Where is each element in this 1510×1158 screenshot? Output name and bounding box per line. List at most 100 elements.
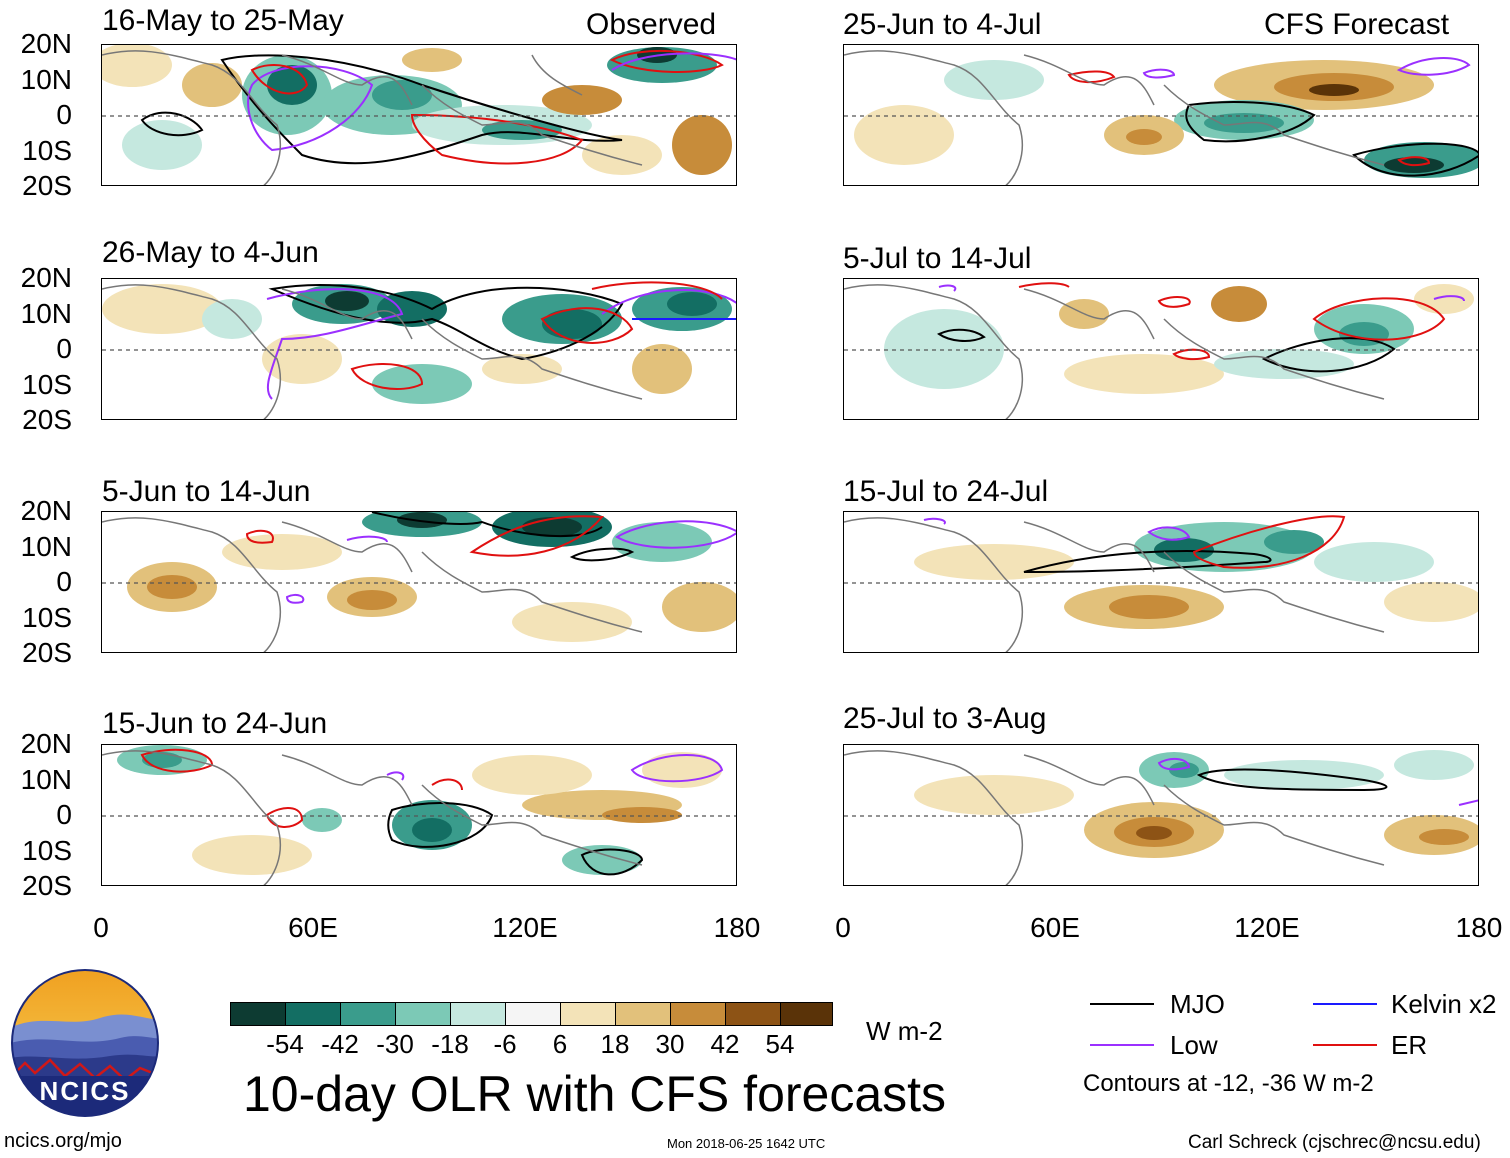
main-title: 10-day OLR with CFS forecasts [243,1066,947,1122]
colorbar-swatch-4 [395,1002,451,1026]
er-contour [1397,156,1431,167]
y-tick-0: 0 [56,566,72,597]
mjo-contour [1261,337,1396,373]
coastline [102,284,643,419]
observed-label: Observed [586,8,717,41]
coastline [844,50,1385,185]
x-tick-0: 0 [93,912,109,943]
colorbar-label: 54 [765,1029,795,1059]
colorbar-swatch-6 [505,1002,561,1026]
y-tick-0: 0 [56,799,72,830]
y-tick-0: 0 [56,333,72,364]
er-contour [609,50,724,73]
er-contour [591,281,723,300]
er-contour [1192,515,1346,569]
colorbar-swatch-11 [780,1002,833,1026]
y-tick-10s: 10S [22,135,72,166]
y-tick-20n: 20N [20,28,72,59]
coastline [844,284,1385,419]
colorbar-swatch-10 [725,1002,781,1026]
y-tick-10n: 10N [20,298,72,329]
er-contour [1172,348,1211,361]
low-contour [615,520,736,549]
olr-anomaly-fill [117,745,722,875]
panel-title-5: 25-Jun to 4-Jul [843,8,1042,41]
olr-anomaly-fill [854,60,1478,178]
colorbar-swatch-9 [670,1002,726,1026]
map-panel-5 [843,44,1479,186]
y-tick-20s: 20S [22,404,72,435]
colorbar-label: -54 [266,1029,304,1059]
colorbar-label: 18 [600,1029,630,1059]
x-tick-180: 180 [713,912,761,943]
low-contour [630,754,724,783]
colorbar-swatch-1 [230,1002,286,1026]
x-tick-60e: 60E [1030,912,1080,943]
low-contour [247,65,374,152]
low-contour [1458,799,1478,806]
y-tick-20s: 20S [22,870,72,901]
coastline [102,517,643,652]
map-panel-8 [843,744,1479,886]
colorbar-label: 30 [655,1029,685,1059]
y-tick-20s: 20S [22,170,72,201]
mjo-contour [580,848,644,876]
colorbar-label: -30 [376,1029,414,1059]
er-contour [350,363,424,390]
y-tick-10s: 10S [22,369,72,400]
legend-line-mjo [1090,1003,1154,1005]
panel-title-6: 5-Jul to 14-Jul [843,242,1032,275]
footer-timestamp: Mon 2018-06-25 1642 UTC [667,1136,826,1151]
map-panel-2 [101,278,737,420]
colorbar-swatch-3 [340,1002,396,1026]
map-panel-6 [843,278,1479,420]
y-tick-10n: 10N [20,531,72,562]
colorbar-label: -6 [493,1029,517,1059]
er-contour [540,307,634,344]
footer-url[interactable]: ncics.org/mjo [4,1130,122,1152]
colorbar-swatch-2 [285,1002,341,1026]
low-contour [1147,526,1191,541]
legend-line-er [1313,1044,1377,1046]
panel-title-7: 15-Jul to 24-Jul [843,475,1049,508]
mjo-contour [1185,101,1316,143]
er-contour [265,807,304,828]
x-tick-180: 180 [1455,912,1503,943]
low-contour [1396,57,1471,76]
olr-anomaly-fill [914,522,1478,629]
logo-text: NCICS [39,1076,131,1106]
mjo-contour [1023,550,1272,573]
coastline [102,750,643,885]
er-contour [1067,70,1116,83]
x-tick-120e: 120E [1234,912,1300,943]
x-tick-0: 0 [835,912,851,943]
y-tick-20n: 20N [20,262,72,293]
low-contour [611,52,736,71]
map-panel-1 [101,44,737,186]
mjo-contour [371,512,603,538]
legend-label-mjo: MJO [1170,989,1225,1019]
colorbar-swatch-8 [615,1002,671,1026]
map-panel-4 [101,744,737,886]
olr-anomaly-fill [102,45,732,175]
mjo-contour [937,328,986,342]
er-contour [1312,297,1446,341]
er-contour [245,529,274,544]
colorbar-swatch-5 [450,1002,506,1026]
low-contour [1433,295,1465,302]
mjo-contour [268,284,624,361]
colorbar-units: W m-2 [866,1016,943,1046]
colorbar-label: 6 [552,1029,568,1059]
footer-credit: Carl Schreck (cjschrec@ncsu.edu) [1188,1132,1481,1153]
colorbar-label: 42 [710,1029,740,1059]
mjo-contour [569,547,635,562]
ncics-logo: NCICS [10,968,160,1118]
coastline [844,517,1385,652]
contour-note: Contours at -12, -36 W m-2 [1083,1070,1374,1097]
er-contour [431,778,463,791]
x-tick-120e: 120E [492,912,558,943]
coastline [844,750,1385,885]
colorbar-label: -18 [431,1029,469,1059]
panel-title-1: 16-May to 25-May [102,4,344,37]
y-tick-20n: 20N [20,495,72,526]
